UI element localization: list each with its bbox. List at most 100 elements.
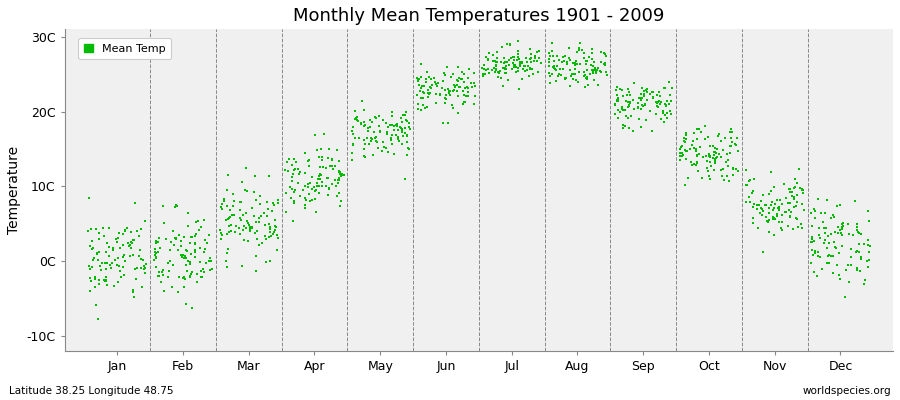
Point xyxy=(750,202,764,208)
Point xyxy=(386,150,400,157)
Point xyxy=(443,88,457,95)
Point xyxy=(581,53,596,60)
Point xyxy=(214,206,229,212)
Point xyxy=(770,211,785,217)
Point xyxy=(542,63,556,70)
Point xyxy=(125,240,140,246)
Point xyxy=(152,235,166,241)
Point xyxy=(781,206,796,213)
Point xyxy=(176,252,190,258)
Point xyxy=(695,174,709,181)
Point xyxy=(321,175,336,182)
Point xyxy=(760,202,774,208)
Point xyxy=(292,171,306,177)
Point xyxy=(684,162,698,168)
Point xyxy=(315,178,329,185)
Point xyxy=(778,209,793,216)
Point xyxy=(111,279,125,285)
Point xyxy=(790,192,805,198)
Point xyxy=(444,74,458,81)
Point xyxy=(743,176,758,183)
Point xyxy=(672,157,687,163)
Point xyxy=(235,179,249,185)
Point xyxy=(482,70,497,76)
Point xyxy=(233,207,248,214)
Point xyxy=(157,288,171,294)
Point xyxy=(233,199,248,206)
Point xyxy=(690,159,705,166)
Point xyxy=(298,204,312,211)
Point xyxy=(257,233,272,240)
Point xyxy=(567,71,581,77)
Point xyxy=(556,54,571,60)
Point xyxy=(645,94,660,100)
Point xyxy=(392,134,406,141)
Point xyxy=(245,225,259,231)
Point xyxy=(832,250,846,256)
Point xyxy=(222,207,237,213)
Point xyxy=(621,104,635,110)
Point xyxy=(649,99,663,106)
Point xyxy=(741,182,755,188)
Point xyxy=(664,111,679,117)
Point xyxy=(184,268,199,275)
Point xyxy=(389,132,403,138)
Point xyxy=(167,235,182,241)
Point xyxy=(102,225,116,232)
Point xyxy=(95,225,110,231)
Point xyxy=(117,227,131,233)
Point xyxy=(352,134,366,141)
Point xyxy=(716,166,731,172)
Legend: Mean Temp: Mean Temp xyxy=(78,38,171,59)
Point xyxy=(86,244,100,251)
Point xyxy=(138,218,152,225)
Point xyxy=(350,116,365,123)
Point xyxy=(93,263,107,270)
Point xyxy=(750,206,764,212)
Point xyxy=(712,151,726,158)
Point xyxy=(853,268,868,274)
Point xyxy=(797,207,812,214)
Point xyxy=(652,98,666,104)
Point xyxy=(818,237,832,244)
Point xyxy=(771,204,786,211)
Point xyxy=(176,274,191,281)
Point xyxy=(316,164,330,170)
Point xyxy=(437,100,452,106)
Point xyxy=(198,246,212,252)
Point xyxy=(488,68,502,75)
Point xyxy=(645,128,660,134)
Point xyxy=(698,123,712,129)
Point xyxy=(450,93,464,99)
Point xyxy=(831,224,845,230)
Point xyxy=(764,199,778,205)
Point xyxy=(676,152,690,158)
Point xyxy=(507,54,521,60)
Point xyxy=(721,157,735,163)
Point xyxy=(633,95,647,101)
Point xyxy=(202,258,216,264)
Point xyxy=(590,65,605,71)
Title: Monthly Mean Temperatures 1901 - 2009: Monthly Mean Temperatures 1901 - 2009 xyxy=(293,7,664,25)
Point xyxy=(566,76,580,82)
Point xyxy=(838,294,852,300)
Point xyxy=(783,209,797,215)
Point xyxy=(509,69,524,75)
Point xyxy=(357,118,372,125)
Point xyxy=(684,158,698,165)
Point xyxy=(491,74,506,80)
Point xyxy=(310,183,324,190)
Point xyxy=(860,258,874,264)
Point xyxy=(413,88,428,94)
Point xyxy=(526,71,540,77)
Point xyxy=(155,268,169,275)
Point xyxy=(135,284,149,290)
Point xyxy=(679,136,693,142)
Point xyxy=(546,65,561,72)
Point xyxy=(187,249,202,255)
Point xyxy=(850,266,864,272)
Point xyxy=(183,273,197,279)
Point xyxy=(414,85,428,91)
Point xyxy=(229,223,243,229)
Point xyxy=(113,274,128,280)
